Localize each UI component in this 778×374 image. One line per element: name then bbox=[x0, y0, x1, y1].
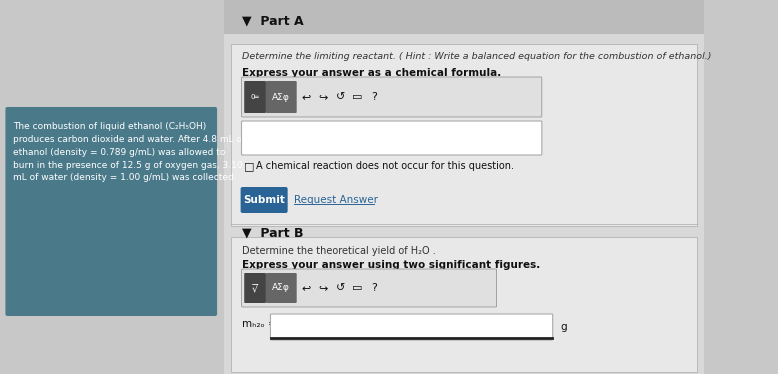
Text: Determine the theoretical yield of H₂O .: Determine the theoretical yield of H₂O . bbox=[243, 246, 436, 256]
Text: g: g bbox=[561, 322, 567, 332]
FancyBboxPatch shape bbox=[271, 314, 552, 340]
Text: AΣφ: AΣφ bbox=[272, 283, 290, 292]
Text: ?: ? bbox=[372, 92, 377, 102]
Text: ▼  Part B: ▼ Part B bbox=[243, 226, 304, 239]
Text: ↩: ↩ bbox=[301, 92, 310, 102]
Bar bbox=[224, 0, 704, 374]
FancyBboxPatch shape bbox=[5, 107, 217, 316]
Text: Determine the limiting reactant. ( Hint : Write a balanced equation for the comb: Determine the limiting reactant. ( Hint … bbox=[243, 52, 712, 61]
Text: AΣφ: AΣφ bbox=[272, 92, 290, 101]
Text: ↩: ↩ bbox=[301, 283, 310, 293]
Text: ?: ? bbox=[372, 283, 377, 293]
Text: ▭: ▭ bbox=[352, 92, 363, 102]
FancyBboxPatch shape bbox=[244, 81, 266, 113]
Bar bbox=[230, 237, 696, 372]
FancyBboxPatch shape bbox=[241, 121, 541, 155]
Text: □: □ bbox=[244, 161, 254, 171]
FancyBboxPatch shape bbox=[241, 269, 496, 307]
Text: ▼  Part A: ▼ Part A bbox=[243, 14, 304, 27]
Bar bbox=[224, 0, 704, 34]
Text: Express your answer using two significant figures.: Express your answer using two significan… bbox=[243, 260, 541, 270]
Text: Request Answer: Request Answer bbox=[294, 195, 378, 205]
Text: ↪: ↪ bbox=[318, 92, 328, 102]
Bar bbox=[230, 44, 696, 226]
FancyBboxPatch shape bbox=[244, 273, 266, 303]
Text: 0═: 0═ bbox=[251, 94, 259, 100]
Text: The combustion of liquid ethanol (C₂H₅OH)
produces carbon dioxide and water. Aft: The combustion of liquid ethanol (C₂H₅OH… bbox=[12, 122, 245, 183]
Text: ↪: ↪ bbox=[318, 283, 328, 293]
Text: ↺: ↺ bbox=[335, 283, 345, 293]
Text: Express your answer as a chemical formula.: Express your answer as a chemical formul… bbox=[243, 68, 502, 78]
FancyBboxPatch shape bbox=[241, 77, 541, 117]
Text: ▭: ▭ bbox=[352, 283, 363, 293]
Text: A chemical reaction does not occur for this question.: A chemical reaction does not occur for t… bbox=[256, 161, 514, 171]
Text: mₕ₂ₒ =: mₕ₂ₒ = bbox=[243, 319, 277, 329]
FancyBboxPatch shape bbox=[240, 187, 288, 213]
FancyBboxPatch shape bbox=[266, 273, 296, 303]
Text: ↺: ↺ bbox=[335, 92, 345, 102]
FancyBboxPatch shape bbox=[266, 81, 296, 113]
Text: √̅: √̅ bbox=[252, 283, 258, 293]
Text: Submit: Submit bbox=[244, 195, 285, 205]
